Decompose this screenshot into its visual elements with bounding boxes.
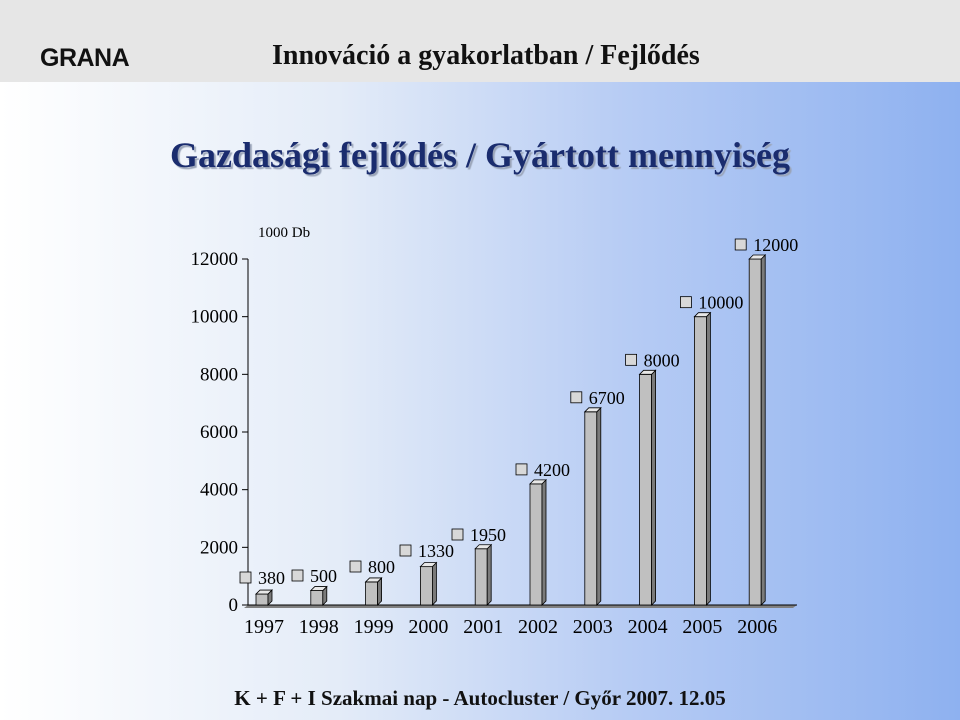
y-tick-label: 6000 (200, 422, 238, 443)
header-title: Innováció a gyakorlatban / Fejlődés (272, 40, 700, 71)
x-tick-label: 1998 (299, 616, 339, 638)
y-tick-label: 12000 (191, 249, 239, 270)
chart-bars (255, 254, 767, 606)
svg-text:12000: 12000 (753, 235, 798, 255)
svg-text:1330: 1330 (418, 541, 454, 561)
data-label: 4200 (515, 460, 570, 480)
x-tick-label: 2006 (737, 616, 777, 638)
data-label: 10000 (680, 293, 743, 313)
bar (583, 406, 602, 606)
footer-text: K + F + I Szakmai nap - Autocluster / Gy… (234, 686, 726, 710)
x-tick-label: 2001 (463, 616, 503, 638)
data-label: 6700 (570, 388, 625, 408)
header-bar (0, 0, 960, 82)
svg-text:6700: 6700 (589, 388, 625, 408)
svg-text:800: 800 (368, 557, 395, 577)
y-tick-label: 0 (229, 595, 239, 616)
bar (474, 543, 493, 606)
bar (529, 478, 547, 606)
unit-label: 1000 Db (258, 225, 310, 241)
chart-data-labels: 1997 1998 1999 2000 2001 2002 2003 2004 2005 2006… (239, 235, 798, 638)
x-tick-label: 2003 (573, 616, 613, 638)
bar (364, 576, 383, 606)
data-label: 380 (239, 568, 285, 588)
bar (693, 311, 712, 606)
data-label: 800 (349, 557, 395, 577)
data-label: 12000 (734, 235, 798, 255)
y-tick-label: 8000 (200, 364, 238, 385)
data-label: 1950 (451, 525, 506, 545)
chart-floor (244, 605, 797, 608)
svg-text:10000: 10000 (698, 293, 743, 313)
y-tick-label: 4000 (200, 480, 238, 501)
x-tick-label: 2004 (628, 616, 668, 638)
data-label: 8000 (625, 350, 680, 370)
x-tick-label: 1997 (244, 616, 284, 638)
bar (255, 589, 273, 606)
x-tick-label: 1999 (354, 616, 394, 638)
bar (309, 585, 328, 606)
svg-text:8000: 8000 (644, 350, 680, 370)
grana-logo: GRANA (40, 44, 130, 72)
bar (419, 561, 438, 606)
svg-text:500: 500 (310, 566, 337, 586)
slide-title: Gazdasági fejlődés / Gyártott mennyiség (170, 135, 790, 175)
x-tick-label: 2002 (518, 616, 558, 638)
data-label: 500 (291, 566, 337, 586)
data-label: 1330 (399, 541, 454, 561)
x-tick-label: 2005 (682, 616, 722, 638)
svg-text:4200: 4200 (534, 460, 570, 480)
bar (748, 254, 767, 606)
svg-text:380: 380 (258, 568, 285, 588)
svg-text:1950: 1950 (470, 525, 506, 545)
y-tick-label: 10000 (191, 307, 239, 328)
y-tick-label: 2000 (200, 537, 238, 558)
chart-axes: 0 2000 4000 6000 8000 10000 12000 (191, 249, 797, 616)
x-tick-label: 2000 (408, 616, 448, 638)
bar (638, 369, 657, 606)
